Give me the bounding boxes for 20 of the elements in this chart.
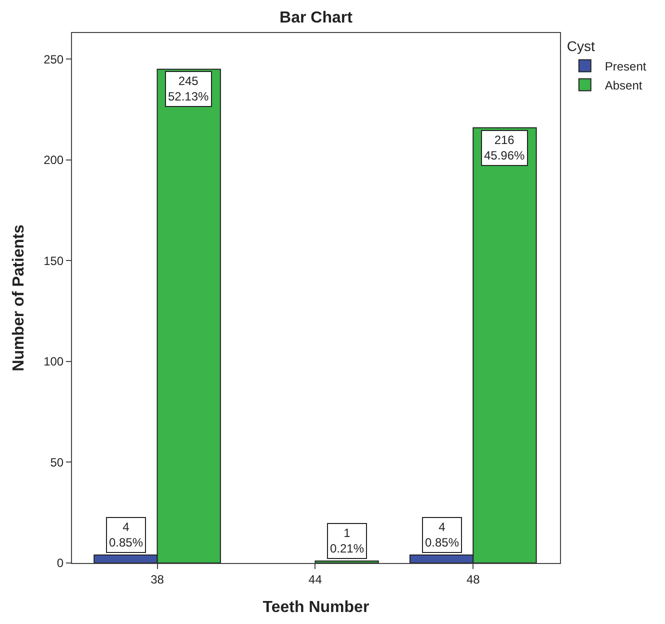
y-tick-label: 50 bbox=[50, 455, 64, 470]
x-tick-label: 38 bbox=[150, 572, 164, 586]
y-tick-label: 200 bbox=[44, 153, 64, 168]
legend-label: Present bbox=[604, 59, 647, 74]
data-label: 4 0.85% bbox=[425, 520, 460, 550]
data-label: 1 0.21% bbox=[330, 526, 364, 556]
y-tick-label: 100 bbox=[44, 354, 64, 369]
x-tick-label: 48 bbox=[466, 572, 480, 586]
y-tick-label: 150 bbox=[44, 254, 64, 268]
legend-title: Cyst bbox=[566, 38, 595, 54]
y-tick-label: 250 bbox=[44, 52, 64, 66]
data-label: 4 0.85% bbox=[109, 520, 144, 550]
x-axis-title: Teeth Number bbox=[262, 599, 370, 616]
y-tick-label: 0 bbox=[56, 556, 64, 570]
x-tick-label: 44 bbox=[308, 572, 322, 586]
y-axis-title: Number of Patients bbox=[10, 224, 28, 372]
data-label: 245 52.13% bbox=[168, 74, 210, 104]
data-label: 216 45.96% bbox=[484, 133, 526, 163]
legend-label: Absent bbox=[604, 78, 643, 92]
chart-title: Bar Chart bbox=[280, 10, 354, 27]
